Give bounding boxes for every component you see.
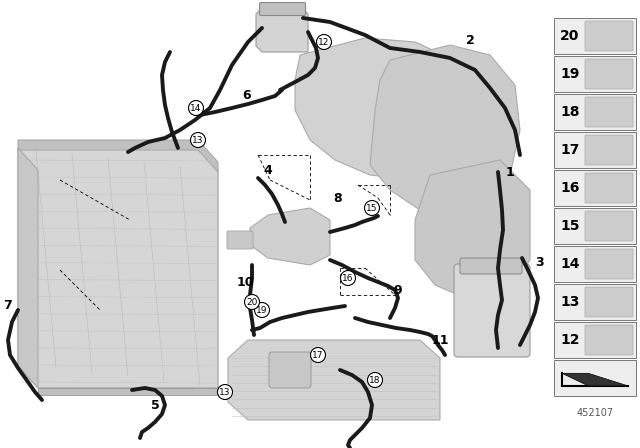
FancyBboxPatch shape bbox=[585, 211, 633, 241]
FancyBboxPatch shape bbox=[585, 135, 633, 165]
Circle shape bbox=[310, 348, 326, 362]
Text: 1: 1 bbox=[506, 165, 515, 178]
Bar bbox=[554, 94, 636, 130]
FancyBboxPatch shape bbox=[585, 173, 633, 203]
Text: 13: 13 bbox=[560, 295, 579, 309]
Polygon shape bbox=[370, 45, 520, 215]
Text: 20: 20 bbox=[560, 29, 579, 43]
Polygon shape bbox=[295, 38, 470, 180]
Text: 5: 5 bbox=[150, 399, 159, 412]
Text: 17: 17 bbox=[560, 143, 579, 157]
Text: 10: 10 bbox=[236, 276, 253, 289]
Text: 12: 12 bbox=[560, 333, 579, 347]
Text: 9: 9 bbox=[394, 284, 403, 297]
Bar bbox=[554, 18, 636, 54]
Text: 17: 17 bbox=[312, 350, 324, 359]
Polygon shape bbox=[250, 208, 330, 265]
Circle shape bbox=[244, 294, 259, 310]
Polygon shape bbox=[228, 340, 440, 420]
FancyBboxPatch shape bbox=[585, 325, 633, 355]
Circle shape bbox=[189, 100, 204, 116]
Circle shape bbox=[365, 201, 380, 215]
FancyBboxPatch shape bbox=[227, 231, 253, 249]
FancyBboxPatch shape bbox=[454, 264, 530, 357]
FancyBboxPatch shape bbox=[460, 258, 522, 274]
Text: 8: 8 bbox=[333, 191, 342, 204]
Circle shape bbox=[317, 34, 332, 49]
FancyBboxPatch shape bbox=[585, 287, 633, 317]
Bar bbox=[554, 132, 636, 168]
Polygon shape bbox=[562, 373, 628, 386]
Bar bbox=[554, 322, 636, 358]
Polygon shape bbox=[38, 388, 218, 395]
Text: 11: 11 bbox=[431, 333, 449, 346]
Bar bbox=[554, 170, 636, 206]
Text: 7: 7 bbox=[4, 298, 12, 311]
Polygon shape bbox=[18, 140, 218, 172]
Text: 2: 2 bbox=[466, 34, 474, 47]
Text: 15: 15 bbox=[366, 203, 378, 212]
Bar bbox=[554, 56, 636, 92]
Bar bbox=[554, 284, 636, 320]
Circle shape bbox=[367, 372, 383, 388]
Polygon shape bbox=[256, 8, 308, 52]
FancyBboxPatch shape bbox=[269, 352, 311, 388]
Text: 452107: 452107 bbox=[577, 408, 614, 418]
Polygon shape bbox=[18, 148, 38, 388]
Text: 19: 19 bbox=[256, 306, 268, 314]
Text: 6: 6 bbox=[243, 89, 252, 102]
FancyBboxPatch shape bbox=[585, 21, 633, 51]
Text: 14: 14 bbox=[190, 103, 202, 112]
Text: 18: 18 bbox=[369, 375, 381, 384]
FancyBboxPatch shape bbox=[585, 249, 633, 279]
Text: 18: 18 bbox=[560, 105, 579, 119]
Text: 20: 20 bbox=[246, 297, 258, 306]
Bar bbox=[554, 208, 636, 244]
Text: 16: 16 bbox=[560, 181, 579, 195]
Text: 13: 13 bbox=[220, 388, 231, 396]
FancyBboxPatch shape bbox=[259, 3, 305, 16]
Bar bbox=[554, 360, 636, 396]
Bar bbox=[554, 246, 636, 282]
FancyBboxPatch shape bbox=[585, 59, 633, 89]
Text: 13: 13 bbox=[192, 135, 204, 145]
FancyBboxPatch shape bbox=[585, 97, 633, 127]
Text: 12: 12 bbox=[318, 38, 330, 47]
Circle shape bbox=[255, 302, 269, 318]
Text: 16: 16 bbox=[342, 273, 354, 283]
Text: 3: 3 bbox=[536, 255, 544, 268]
Text: 19: 19 bbox=[560, 67, 579, 81]
Circle shape bbox=[191, 133, 205, 147]
Text: 15: 15 bbox=[560, 219, 579, 233]
Circle shape bbox=[340, 271, 355, 285]
Polygon shape bbox=[18, 148, 218, 388]
Text: 14: 14 bbox=[560, 257, 579, 271]
Circle shape bbox=[218, 384, 232, 400]
Text: 4: 4 bbox=[264, 164, 273, 177]
Polygon shape bbox=[415, 160, 530, 300]
